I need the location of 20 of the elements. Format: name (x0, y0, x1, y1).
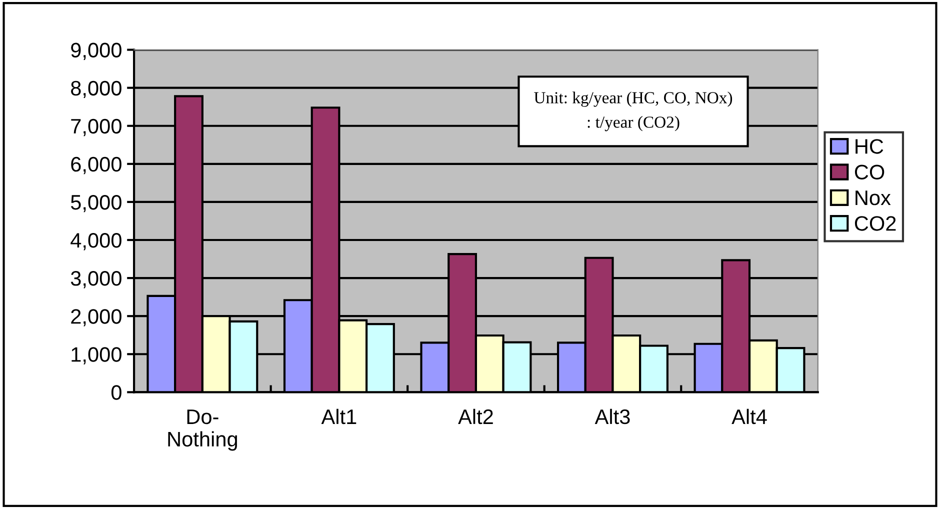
legend-label: HC (856, 139, 884, 154)
x-tick-label: Do- Nothing (168, 410, 237, 451)
legend-label: CO2 (854, 216, 896, 231)
y-tick-label: 0 (111, 385, 122, 400)
y-tick-label: 4,000 (70, 233, 122, 250)
y-tick-label: 3,000 (70, 271, 122, 288)
legend-label: Nox (856, 190, 891, 206)
x-tick-label: Alt3 (594, 408, 630, 424)
y-tick-label: 1,000 (72, 347, 122, 364)
y-tick-label: 7,000 (71, 118, 122, 136)
y-tick-label: 8,000 (71, 80, 122, 98)
legend-label: CO (854, 164, 884, 180)
x-tick-label: Alt2 (458, 408, 493, 424)
y-tick-label: 6,000 (71, 156, 122, 174)
y-tick-label: 9,000 (71, 42, 122, 60)
y-tick-label: 5,000 (70, 194, 122, 212)
x-tick-label: Alt1 (321, 408, 356, 424)
annotation: Unit: kg/year (HC, CO, NOx) : t/year (CO2) (534, 92, 732, 132)
y-tick-label: 2,000 (71, 309, 122, 326)
x-tick-label: Alt4 (732, 408, 767, 424)
